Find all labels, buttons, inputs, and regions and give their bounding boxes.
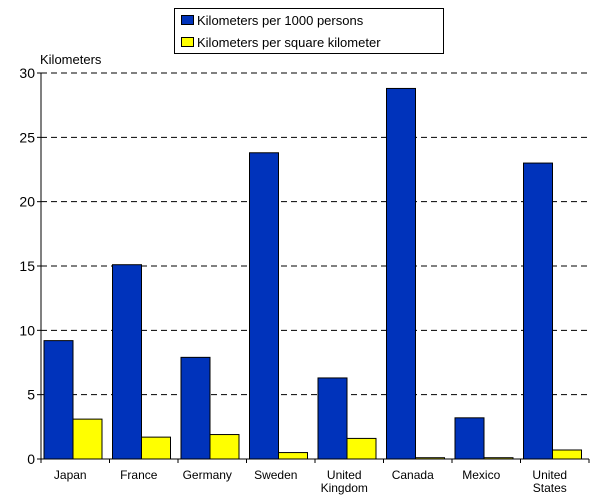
- bar-1-1: [112, 264, 142, 460]
- legend-swatch-series-2: [181, 37, 194, 47]
- bar-1-0: [43, 340, 74, 460]
- x-tick-label-4: United Kingdom: [321, 468, 368, 495]
- bar-2-2: [209, 434, 240, 460]
- y-tick-label-5: 5: [27, 387, 35, 403]
- y-tick-label-30: 30: [19, 65, 35, 81]
- legend-label-series-1: Kilometers per 1000 persons: [197, 12, 364, 28]
- bar-2-1: [141, 436, 171, 460]
- x-tick-label-5: Canada: [392, 468, 434, 482]
- bar-2-0: [72, 418, 103, 460]
- bar-1-4: [317, 377, 348, 460]
- bar-2-7: [552, 449, 582, 460]
- legend-item-series-1: Kilometers per 1000 persons: [181, 11, 363, 29]
- y-tick-label-10: 10: [19, 322, 35, 338]
- bar-1-2: [180, 356, 211, 460]
- legend-item-series-2: Kilometers per square kilometer: [181, 33, 381, 51]
- x-tick-label-7: United States: [532, 468, 567, 495]
- legend-label-series-2: Kilometers per square kilometer: [197, 34, 381, 50]
- bar-1-7: [523, 162, 553, 460]
- bar-1-5: [386, 87, 416, 460]
- legend-swatch-series-1: [181, 15, 194, 25]
- bar-2-4: [346, 437, 377, 460]
- x-tick-label-1: France: [120, 468, 158, 482]
- x-tick-label-6: Mexico: [462, 468, 500, 482]
- bar-1-6: [454, 417, 485, 460]
- x-tick-label-2: Germany: [183, 468, 232, 482]
- bar-1-3: [249, 152, 279, 460]
- x-tick-label-3: Sweden: [254, 468, 297, 482]
- y-tick-label-15: 15: [19, 258, 35, 274]
- legend: Kilometers per 1000 persons Kilometers p…: [174, 8, 444, 54]
- y-tick-label-0: 0: [27, 451, 35, 467]
- x-tick-label-0: Japan: [54, 468, 87, 482]
- y-tick-label-20: 20: [19, 194, 35, 210]
- y-axis-title: Kilometers: [40, 52, 102, 67]
- y-tick-label-25: 25: [19, 129, 35, 145]
- bar-2-3: [278, 452, 308, 460]
